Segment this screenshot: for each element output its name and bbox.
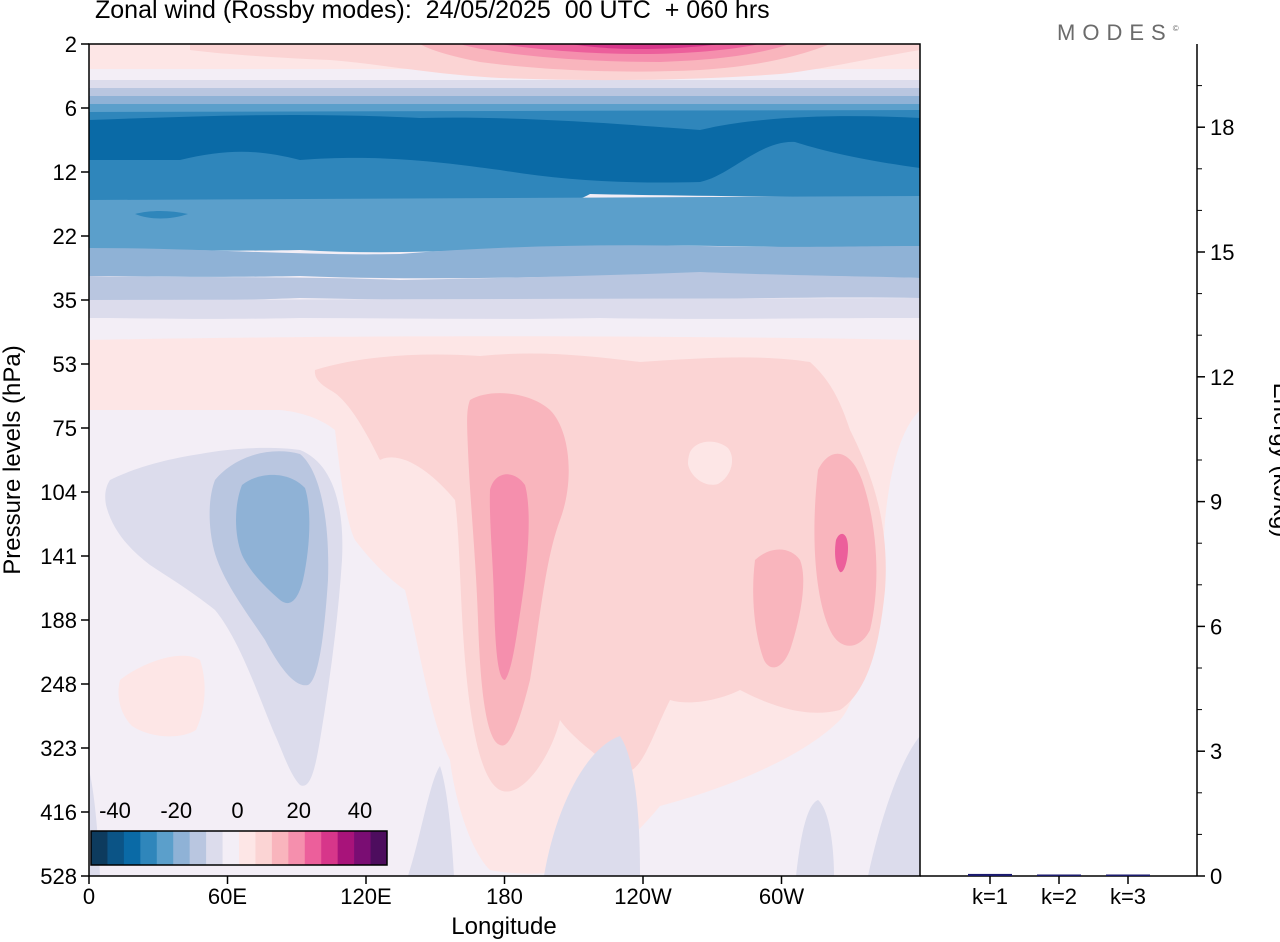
colorbar-swatch	[140, 831, 158, 865]
y-tick-label: 35	[53, 288, 77, 313]
field-band	[89, 272, 920, 301]
colorbar-swatch	[354, 831, 372, 865]
colorbar-swatch	[156, 831, 174, 865]
colorbar-swatch	[222, 831, 240, 865]
field-blob	[544, 736, 640, 876]
field-band	[89, 245, 920, 279]
colorbar-label: 20	[287, 798, 311, 823]
colorbar-swatch	[173, 831, 191, 865]
energy-tick-label: 6	[1210, 614, 1222, 639]
field-band	[89, 298, 920, 319]
x-tick-label: 0	[83, 884, 95, 909]
heatmap-plot	[88, 43, 921, 877]
y-tick-label: 248	[40, 672, 77, 697]
colorbar-frame	[90, 830, 388, 866]
field-band	[89, 80, 920, 88]
y-tick-label: 22	[53, 224, 77, 249]
colorbar-swatch	[107, 831, 125, 865]
field-blob	[118, 655, 205, 737]
y-axis-label: Pressure levels (hPa)	[0, 345, 26, 574]
field-blob	[688, 441, 733, 485]
y-tick-label: 323	[40, 736, 77, 761]
y-tick-label: 75	[53, 416, 77, 441]
field-blob	[570, 44, 720, 49]
x-tick-label: 60W	[759, 884, 804, 909]
x-tick-label: 120W	[614, 884, 672, 909]
field-blob	[135, 211, 188, 219]
field-band	[89, 196, 920, 253]
energy-bar	[1106, 874, 1150, 876]
colorbar-swatch	[206, 831, 224, 865]
colorbar-swatch	[239, 831, 256, 865]
energy-tick-label: 3	[1210, 739, 1222, 764]
y-tick-label: 416	[40, 800, 77, 825]
colorbar-label: 0	[231, 798, 243, 823]
x-tick-label: 60E	[208, 884, 247, 909]
field-blob	[835, 533, 848, 573]
brand-text: MODES	[1057, 20, 1173, 45]
colorbar-swatch	[304, 831, 322, 865]
y-tick-label: 188	[40, 608, 77, 633]
colorbar-swatch	[271, 831, 289, 865]
field-band	[89, 104, 920, 112]
energy-bar	[968, 873, 1012, 876]
colorbar-label: -20	[160, 798, 192, 823]
x-axis: 0 60E 120E 180 120W 60W Longitude	[83, 876, 804, 940]
energy-bar-label: k=2	[1041, 884, 1077, 909]
colorbar-swatch	[288, 831, 306, 865]
energy-tick-label: 18	[1210, 115, 1234, 140]
field-blob	[408, 766, 454, 876]
field-blob	[753, 549, 804, 668]
energy-tick-label: 15	[1210, 240, 1234, 265]
field-blob	[796, 800, 834, 876]
y-tick-label: 6	[65, 96, 77, 121]
colorbar-swatch	[337, 831, 355, 865]
y-tick-label: 104	[40, 480, 77, 505]
y-tick-label: 528	[40, 864, 77, 889]
energy-tick-label: 12	[1210, 365, 1234, 390]
colorbar-swatch	[123, 831, 141, 865]
x-tick-label: 120E	[340, 884, 391, 909]
colorbar-swatch	[370, 831, 388, 865]
y-tick-label: 141	[40, 544, 77, 569]
y-tick-label: 12	[53, 160, 77, 185]
field-region	[314, 353, 886, 792]
energy-tick-label: 0	[1210, 864, 1222, 889]
x-axis-label: Longitude	[451, 913, 556, 940]
brand-mark: ©	[1172, 24, 1179, 33]
colorbar-label: -40	[99, 798, 131, 823]
energy-axis-label: Energy (kJ/kg)	[1268, 383, 1280, 538]
colorbar-swatch	[321, 831, 339, 865]
y-axis-left: 2 6 12 22 35 53 75 104 141 188 248 323 416 528 Pressu…	[0, 32, 89, 889]
energy-bar-label: k=3	[1110, 884, 1146, 909]
field-blob	[236, 474, 310, 604]
field-band	[89, 96, 920, 104]
chart-title: Zonal wind (Rossby modes): 24/05/2025 00…	[95, 0, 770, 24]
field-band	[89, 88, 920, 96]
field-band	[89, 114, 920, 183]
energy-panel: k=1 k=2 k=3 0 3 6 9 12 15 18 Energy (kJ/kg)	[920, 44, 1280, 909]
x-tick-label: 180	[486, 884, 523, 909]
y-tick-label: 2	[65, 32, 77, 57]
colorbar: -40 -20 0 20 40	[90, 798, 388, 866]
colorbar-swatch	[91, 831, 108, 865]
colorbar-swatch	[255, 831, 273, 865]
energy-bar-label: k=1	[972, 884, 1008, 909]
field-blob	[868, 736, 920, 876]
colorbar-swatch	[189, 831, 207, 865]
field-blob	[489, 474, 529, 680]
energy-tick-label: 9	[1210, 490, 1222, 515]
colorbar-label: 40	[348, 798, 372, 823]
energy-bar	[1037, 874, 1081, 876]
brand-logo: MODES©	[1057, 20, 1179, 46]
y-tick-label: 53	[53, 352, 77, 377]
